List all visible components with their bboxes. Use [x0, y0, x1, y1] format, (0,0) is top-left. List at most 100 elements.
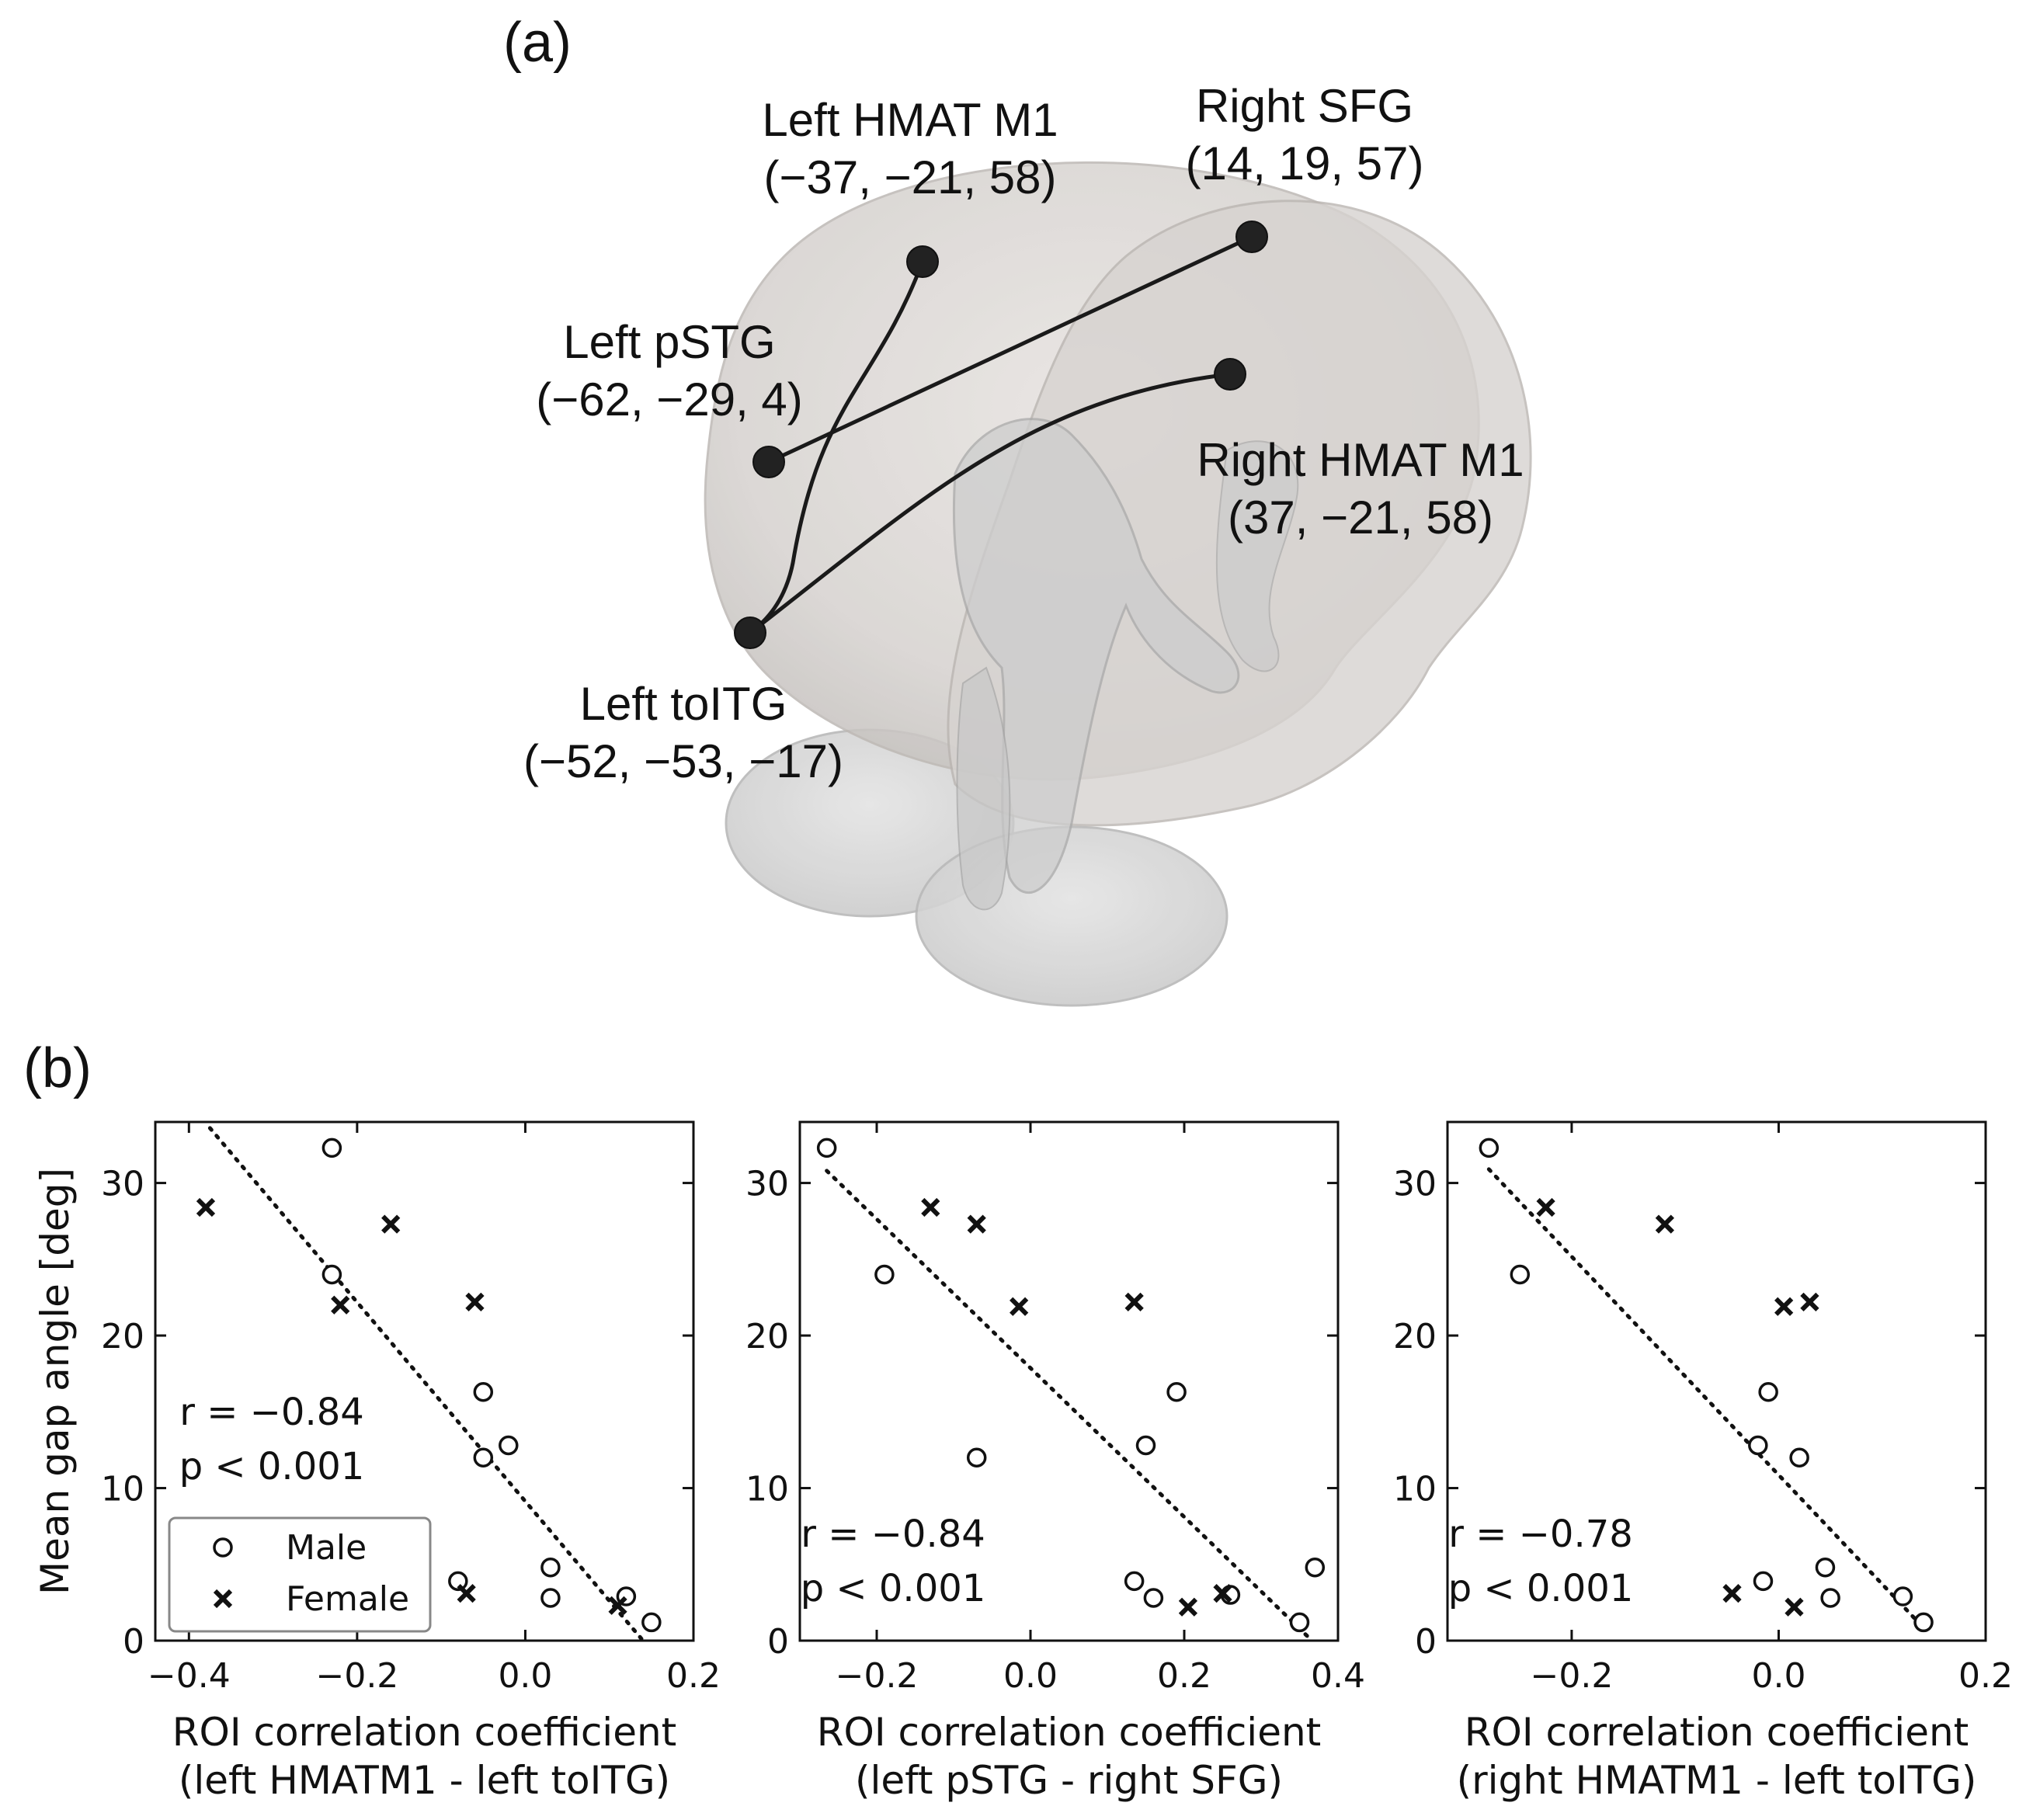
- point-female: [921, 1197, 940, 1217]
- point-female: [1178, 1597, 1198, 1617]
- point-female: [1536, 1197, 1555, 1217]
- legend-female-label: Female: [286, 1579, 409, 1619]
- roi-node-left-toitg: [734, 617, 766, 649]
- point-female: [1800, 1292, 1819, 1311]
- scatter-panel-2: −0.2 0.0 0.2 0.4 0 10 20 30 ROI correlation coef…: [745, 1120, 1365, 1803]
- point-female-stroke: [967, 1214, 986, 1234]
- x-axis-label-line-1: ROI correlation coefficient: [817, 1710, 1322, 1755]
- point-female-stroke: [1774, 1297, 1794, 1316]
- point-male: [1479, 1138, 1500, 1158]
- x-tick-label: 0.0: [498, 1656, 552, 1696]
- point-female-stroke: [1536, 1197, 1555, 1217]
- point-male: [1913, 1612, 1934, 1633]
- point-female: [1785, 1597, 1804, 1617]
- plot-frame: [154, 1120, 695, 1642]
- point-male: [1815, 1557, 1836, 1578]
- stat-annotation-line-1: r = −0.84: [179, 1391, 364, 1434]
- y-tick-label: 10: [1393, 1470, 1437, 1509]
- roi-coords: (37, −21, 58): [1228, 491, 1493, 544]
- point-female-stroke: [1800, 1292, 1819, 1311]
- stat-annotation-line-1: r = −0.78: [1448, 1513, 1633, 1556]
- roi-node-right-hmat-m1: [1214, 358, 1246, 391]
- roi-label-left-toitg: Left toITG (−52, −53, −17): [523, 676, 843, 790]
- stat-annotation-line-1: r = −0.84: [801, 1513, 985, 1556]
- point-male: [1305, 1557, 1326, 1578]
- point-male: [1758, 1382, 1778, 1402]
- y-tick-label: 0: [767, 1622, 789, 1662]
- x-tick-label: 0.0: [1751, 1656, 1805, 1696]
- point-male: [816, 1138, 837, 1158]
- point-female-stroke: [381, 1214, 401, 1234]
- roi-name: Left HMAT M1: [762, 94, 1058, 146]
- x-tick-label: 0.2: [1958, 1656, 2013, 1696]
- point-male: [321, 1138, 342, 1158]
- roi-label-right-sfg: Right SFG (14, 19, 57): [1186, 78, 1424, 193]
- x-axis-label-line-2: (left HMATM1 - left toITG): [179, 1758, 670, 1803]
- point-female-stroke: [1213, 1583, 1232, 1603]
- y-tick-label: 30: [101, 1165, 144, 1204]
- y-tick-label: 20: [745, 1317, 789, 1356]
- point-female-stroke: [1655, 1214, 1674, 1234]
- x-tick-label: −0.2: [1531, 1656, 1614, 1696]
- regression-line: [825, 1169, 1309, 1638]
- x-tick-label: 0.2: [1157, 1656, 1211, 1696]
- point-male: [1143, 1588, 1164, 1608]
- roi-connections: [749, 234, 1253, 634]
- x-tick-label: −0.4: [148, 1656, 231, 1696]
- scatter-panel-3: −0.2 0.0 0.2 0 10 20 30 ROI correlation coeffic…: [1393, 1120, 2013, 1803]
- point-male: [1289, 1612, 1310, 1633]
- point-female-stroke: [465, 1292, 485, 1311]
- roi-node-right-sfg: [1235, 221, 1268, 253]
- point-male: [1748, 1435, 1768, 1456]
- point-female-stroke: [457, 1583, 476, 1603]
- brain-rendering: [704, 162, 1532, 1007]
- regression-line: [1486, 1167, 1920, 1624]
- deep-structures: [952, 418, 1240, 894]
- y-tick-label: 10: [101, 1470, 144, 1509]
- scatter-panel-1: −0.4 −0.2 0.0 0.2 0 10 20 30 ROI correlation coe…: [33, 1120, 721, 1803]
- roi-node-left-hmat-m1: [906, 245, 939, 278]
- point-male: [473, 1447, 494, 1467]
- point-female: [196, 1197, 216, 1217]
- brainstem: [956, 666, 1011, 911]
- plot-frame: [1446, 1120, 1987, 1642]
- panel-b-label: (b): [23, 1037, 92, 1099]
- y-tick-label: 20: [101, 1317, 144, 1356]
- point-male: [1892, 1586, 1913, 1606]
- point-male: [1753, 1571, 1774, 1592]
- y-tick-label: 30: [1393, 1165, 1437, 1204]
- roi-nodes: [734, 221, 1268, 649]
- scatter-panels: −0.4 −0.2 0.0 0.2 0 10 20 30 ROI correlation coe…: [33, 1120, 2013, 1803]
- point-female: [457, 1583, 476, 1603]
- y-tick-label: 10: [745, 1470, 789, 1509]
- stat-annotation-line-2: p < 0.001: [1448, 1567, 1634, 1610]
- point-female-stroke: [196, 1197, 216, 1217]
- point-male: [321, 1264, 342, 1285]
- plot-frame: [798, 1120, 1340, 1642]
- point-male: [1124, 1571, 1145, 1592]
- panel-a-label: (a): [503, 12, 572, 74]
- point-female: [465, 1292, 485, 1311]
- stat-annotation-line-2: p < 0.001: [179, 1445, 365, 1488]
- point-male: [1820, 1588, 1840, 1608]
- x-tick-label: 0.0: [1003, 1656, 1058, 1696]
- y-tick-label: 20: [1393, 1317, 1437, 1356]
- point-male: [540, 1588, 561, 1608]
- legend-male-marker: [213, 1537, 233, 1558]
- point-female: [381, 1214, 401, 1234]
- legend-male-label: Male: [286, 1528, 367, 1568]
- point-male: [1166, 1382, 1187, 1402]
- point-female: [1722, 1583, 1742, 1603]
- y-tick-label: 30: [745, 1165, 789, 1204]
- point-male: [499, 1435, 519, 1456]
- point-female: [608, 1596, 627, 1615]
- stat-annotation-line-2: p < 0.001: [801, 1567, 986, 1610]
- roi-coords: (−62, −29, 4): [536, 373, 803, 425]
- x-tick-label: −0.2: [836, 1656, 919, 1696]
- x-tick-label: 0.2: [666, 1656, 721, 1696]
- roi-name: Left toITG: [579, 678, 787, 730]
- legend-female-marker: [213, 1589, 233, 1609]
- point-female-stroke: [1178, 1597, 1198, 1617]
- point-female: [1010, 1297, 1029, 1316]
